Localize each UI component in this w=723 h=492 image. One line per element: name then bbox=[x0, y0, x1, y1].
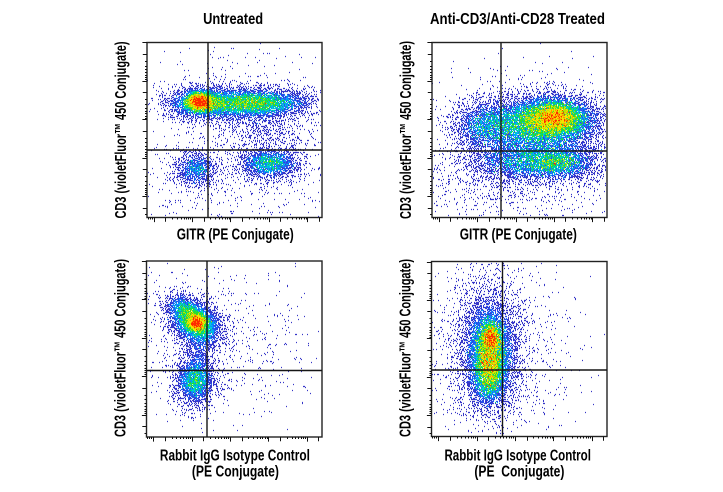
svg-text:Rabbit IgG Isotype Control: Rabbit IgG Isotype Control bbox=[444, 447, 591, 464]
svg-text:Untreated: Untreated bbox=[203, 11, 263, 28]
svg-text:Rabbit IgG Isotype Control: Rabbit IgG Isotype Control bbox=[160, 447, 310, 464]
svg-text:CD3 (violetFluor™ 450 Conjugat: CD3 (violetFluor™ 450 Conjugate) bbox=[113, 42, 130, 219]
svg-text:CD3 (violetFluor™ 450 Conjugat: CD3 (violetFluor™ 450 Conjugate) bbox=[397, 259, 414, 437]
svg-text:GITR (PE Conjugate): GITR (PE Conjugate) bbox=[460, 227, 577, 244]
svg-text:(PE Conjugate): (PE Conjugate) bbox=[474, 463, 564, 480]
svg-text:GITR (PE Conjugate): GITR (PE Conjugate) bbox=[177, 227, 294, 244]
svg-text:CD3 (violetFluor™ 450 Conjugat: CD3 (violetFluor™ 450 Conjugate) bbox=[398, 41, 415, 219]
svg-text:CD3 (violetFluor™ 450 Conjugat: CD3 (violetFluor™ 450 Conjugate) bbox=[112, 259, 129, 437]
svg-text:Anti-CD3/Anti-CD28 Treated: Anti-CD3/Anti-CD28 Treated bbox=[430, 11, 605, 28]
svg-text:(PE Conjugate): (PE Conjugate) bbox=[192, 463, 279, 480]
